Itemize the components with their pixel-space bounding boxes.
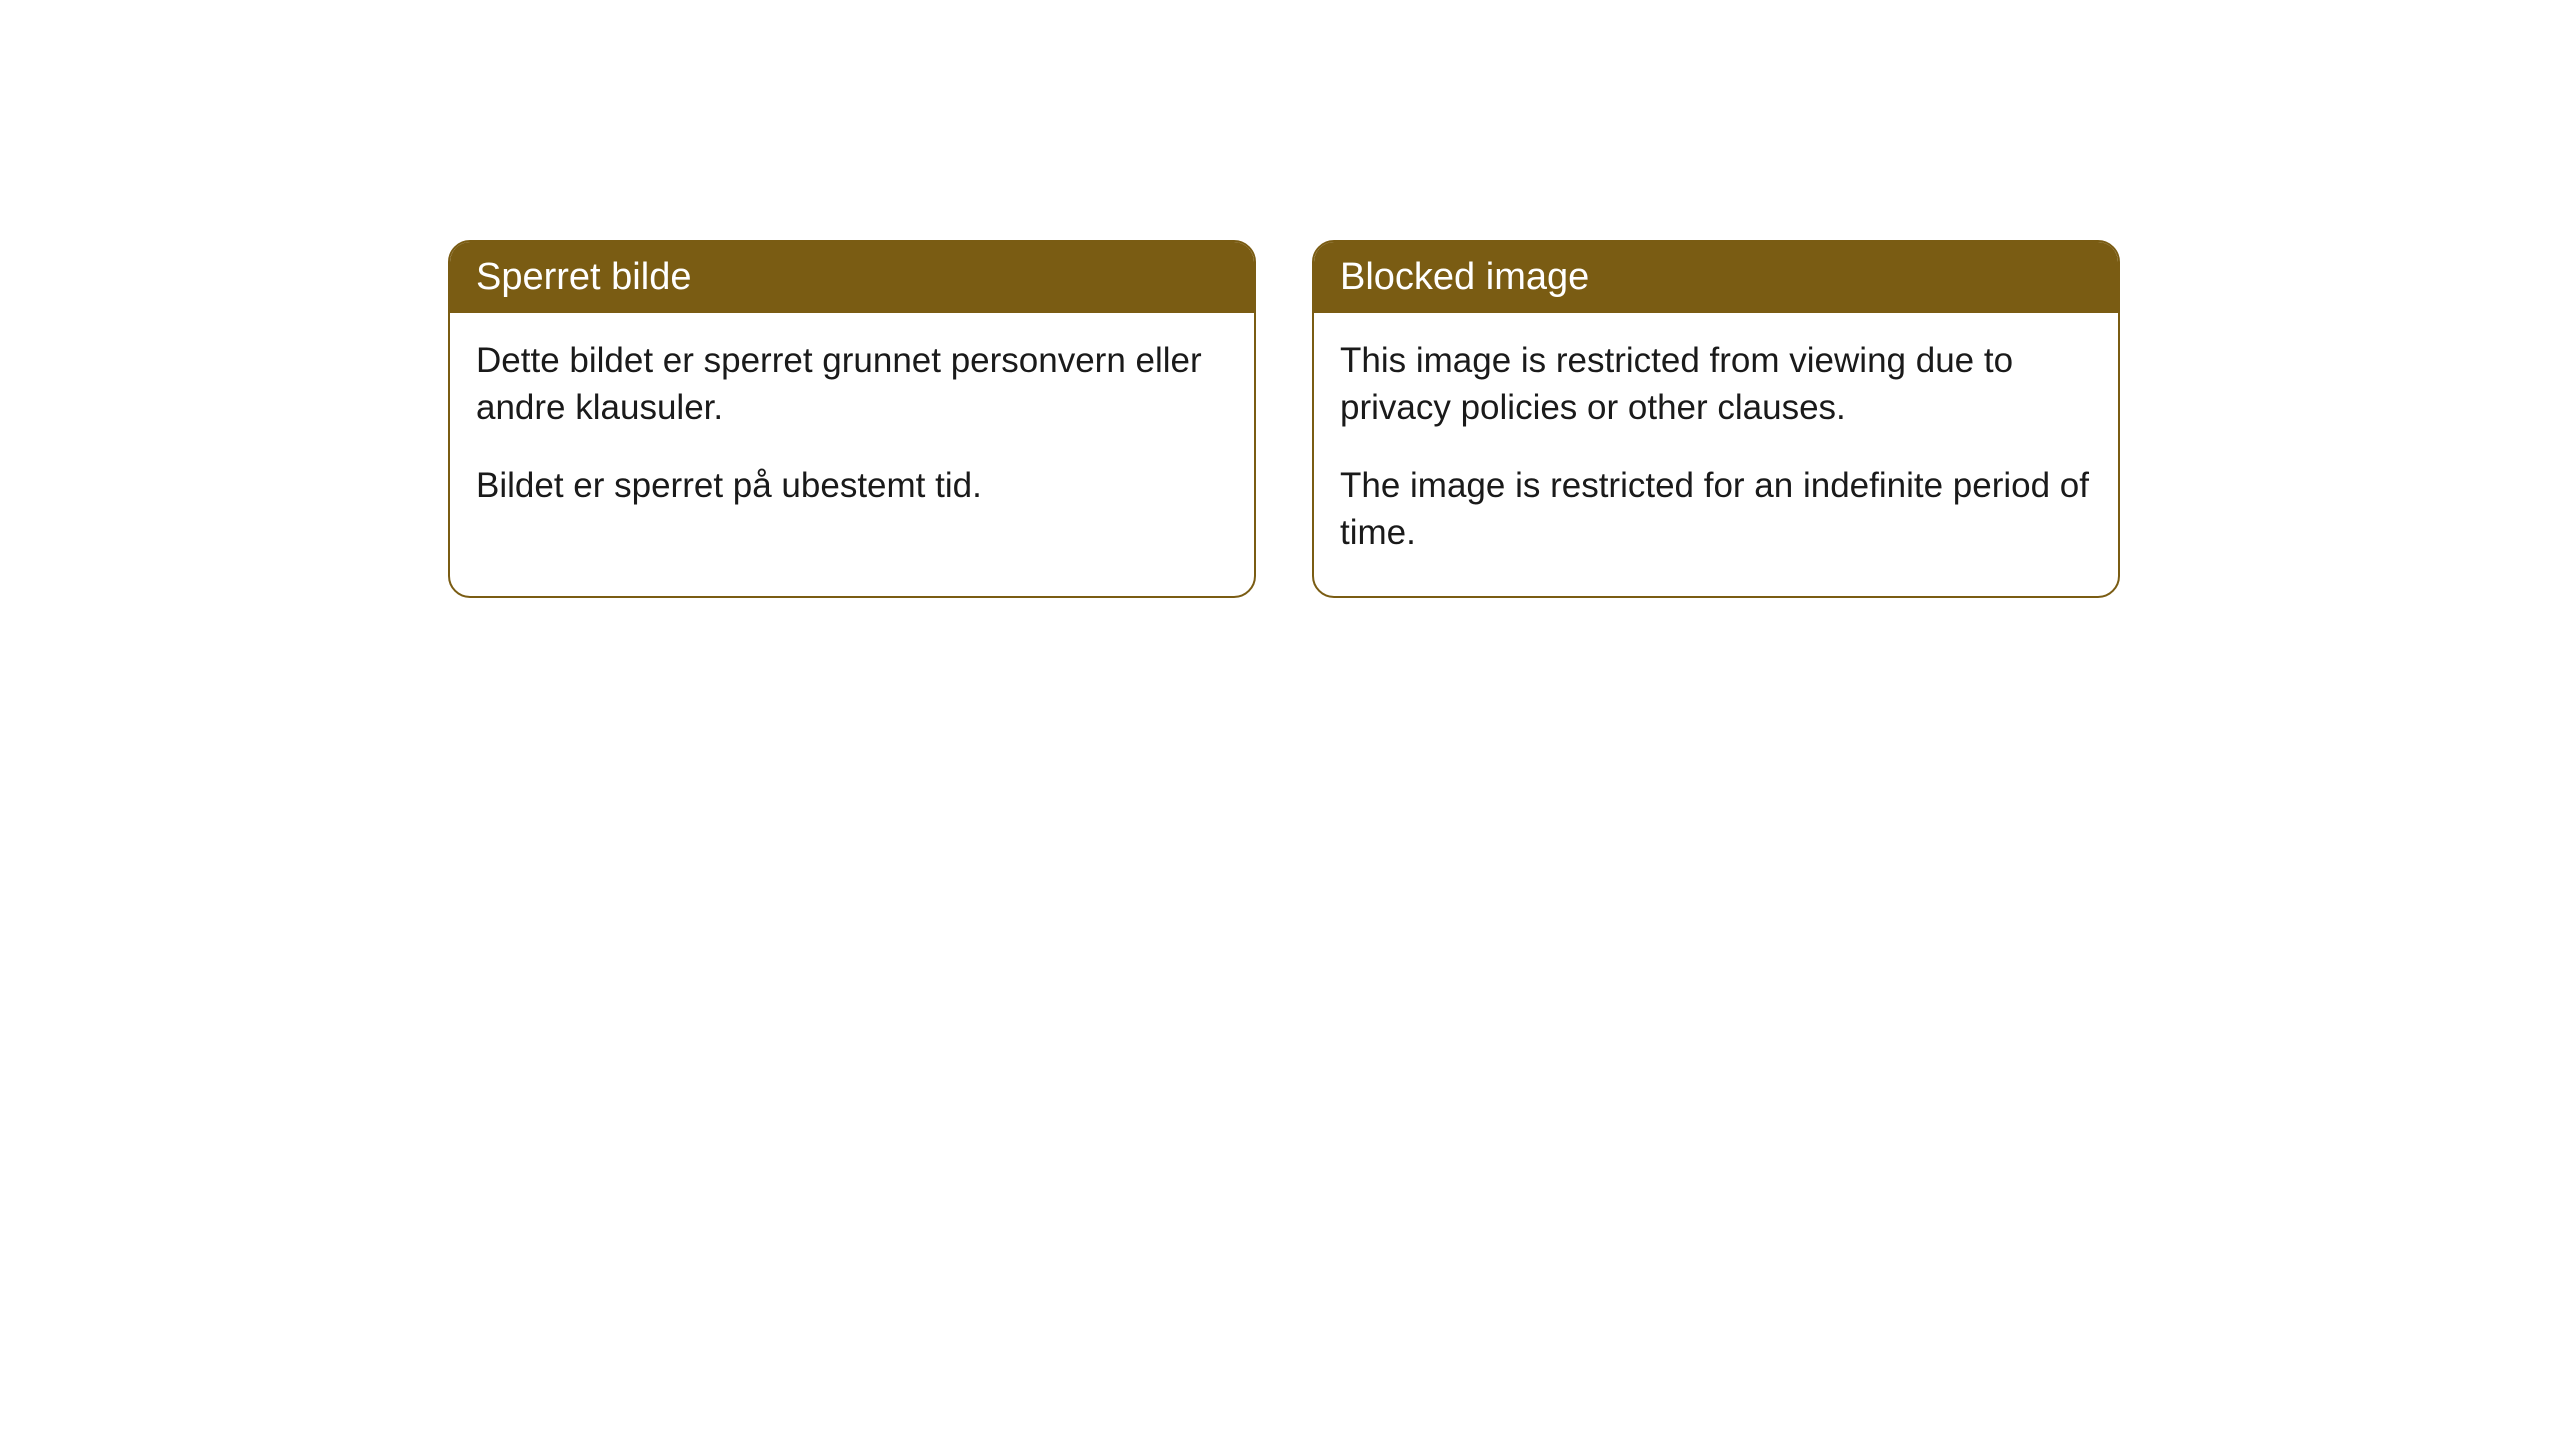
card-paragraph-1-norwegian: Dette bildet er sperret grunnet personve… <box>476 337 1228 432</box>
blocked-image-card-english: Blocked image This image is restricted f… <box>1312 240 2120 598</box>
card-header-norwegian: Sperret bilde <box>450 242 1254 313</box>
card-body-norwegian: Dette bildet er sperret grunnet personve… <box>450 313 1254 549</box>
notice-cards-container: Sperret bilde Dette bildet er sperret gr… <box>448 240 2120 598</box>
card-paragraph-2-norwegian: Bildet er sperret på ubestemt tid. <box>476 462 1228 509</box>
card-body-english: This image is restricted from viewing du… <box>1314 313 2118 596</box>
card-header-english: Blocked image <box>1314 242 2118 313</box>
blocked-image-card-norwegian: Sperret bilde Dette bildet er sperret gr… <box>448 240 1256 598</box>
card-paragraph-1-english: This image is restricted from viewing du… <box>1340 337 2092 432</box>
card-paragraph-2-english: The image is restricted for an indefinit… <box>1340 462 2092 557</box>
card-title-norwegian: Sperret bilde <box>476 256 691 298</box>
card-title-english: Blocked image <box>1340 256 1589 298</box>
